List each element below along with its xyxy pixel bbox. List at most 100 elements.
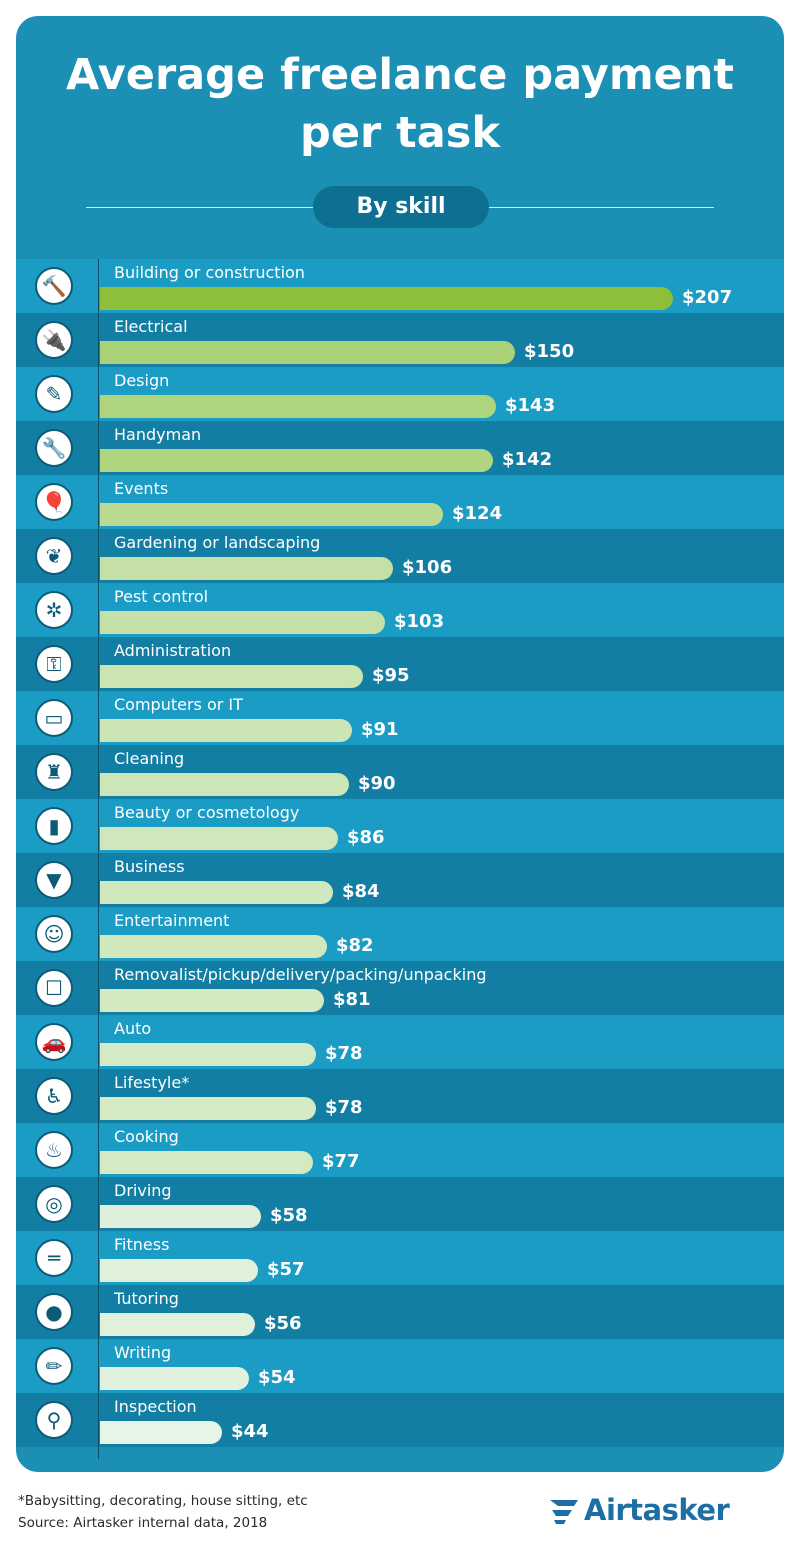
balloons-icon: 🎈 [35,483,73,521]
category-label: Lifestyle* [114,1073,190,1092]
value-label: $58 [270,1205,308,1226]
tie-icon: ▼ [35,861,73,899]
category-label: Fitness [114,1235,170,1254]
value-label: $78 [325,1043,363,1064]
title-line-1: Average freelance payment [66,50,734,100]
bar [100,935,327,958]
bar [100,1043,316,1066]
title-line-2: per task [300,108,500,158]
chart-row: ⚿ Administration $95 [16,637,784,691]
bar [100,395,496,418]
category-label: Electrical [114,317,188,336]
key-icon: ⚿ [35,645,73,683]
airtasker-logo: Airtasker [548,1490,760,1530]
bar [100,557,393,580]
leaf-icon: ❦ [35,537,73,575]
chart-row: ☺ Entertainment $82 [16,907,784,961]
bar [100,827,338,850]
chart-row: ✎ Design $143 [16,367,784,421]
value-label: $54 [258,1367,296,1388]
plug-icon: 🔌 [35,321,73,359]
chart-row: ✲ Pest control $103 [16,583,784,637]
bar [100,1205,261,1228]
box-icon: ☐ [35,969,73,1007]
category-label: Beauty or cosmetology [114,803,300,822]
category-label: Business [114,857,185,876]
bar [100,1151,313,1174]
value-label: $77 [322,1151,360,1172]
lipstick-icon: ▮ [35,807,73,845]
chart-row: ☐ Removalist/pickup/delivery/packing/unpa… [16,961,784,1015]
bar [100,881,333,904]
category-label: Auto [114,1019,152,1038]
cooking-pot-icon: ♨ [35,1131,73,1169]
value-label: $142 [502,449,553,470]
bar [100,611,385,634]
bar [100,341,515,364]
car-icon: 🚗 [35,1023,73,1061]
chart-row: ◎ Driving $58 [16,1177,784,1231]
bar [100,1421,222,1444]
chart-row: ❦ Gardening or landscaping $106 [16,529,784,583]
value-label: $91 [361,719,399,740]
magnifying-glass-icon: ⚲ [35,1401,73,1439]
chart-row: ▮ Beauty or cosmetology $86 [16,799,784,853]
category-label: Events [114,479,169,498]
infographic-card: Average freelance payment per task By sk… [16,16,784,1472]
value-label: $82 [336,935,374,956]
subtitle-group: By skill [86,186,716,228]
dumbbell-icon: ═ [35,1239,73,1277]
subtitle-pill: By skill [313,186,489,228]
category-label: Building or construction [114,263,305,282]
bar [100,503,443,526]
chart-row: ✏ Writing $54 [16,1339,784,1393]
category-label: Writing [114,1343,172,1362]
value-label: $86 [347,827,385,848]
value-label: $81 [333,989,371,1010]
chart-row: 🎈 Events $124 [16,475,784,529]
chart-row: ♜ Cleaning $90 [16,745,784,799]
chart-row: ▭ Computers or IT $91 [16,691,784,745]
value-label: $124 [452,503,503,524]
chart-title: Average freelance payment per task [16,46,784,162]
apple-icon: ● [35,1293,73,1331]
value-label: $95 [372,665,410,686]
source-note: Source: Airtasker internal data, 2018 [18,1515,268,1531]
chart-row: ═ Fitness $57 [16,1231,784,1285]
value-label: $150 [524,341,575,362]
header: Average freelance payment per task By sk… [16,16,784,256]
steering-wheel-icon: ◎ [35,1185,73,1223]
pencil-icon: ✏ [35,1347,73,1385]
bar [100,989,324,1012]
value-label: $56 [264,1313,302,1334]
bar [100,773,349,796]
bar [100,719,352,742]
category-label: Pest control [114,587,209,606]
chart-axis [98,259,99,1459]
bar [100,1313,255,1336]
footnote: *Babysitting, decorating, house sitting,… [18,1490,308,1534]
value-label: $106 [402,557,453,578]
category-label: Removalist/pickup/delivery/packing/unpac… [114,965,487,984]
chart-row: 🔧 Handyman $142 [16,421,784,475]
value-label: $57 [267,1259,305,1280]
value-label: $78 [325,1097,363,1118]
category-label: Driving [114,1181,172,1200]
chart-row: 🚗 Auto $78 [16,1015,784,1069]
bar [100,287,673,310]
bar [100,1367,249,1390]
category-label: Tutoring [114,1289,179,1308]
chart-row: ♨ Cooking $77 [16,1123,784,1177]
value-label: $90 [358,773,396,794]
chart-row: ▼ Business $84 [16,853,784,907]
bar [100,449,493,472]
category-label: Cleaning [114,749,185,768]
value-label: $207 [682,287,733,308]
category-label: Computers or IT [114,695,243,714]
bar [100,1259,258,1282]
bar-chart: 🔨 Building or construction $207 🔌 Electrical… [16,259,784,1447]
category-label: Administration [114,641,232,660]
hammer-icon: 🔨 [35,267,73,305]
value-label: $143 [505,395,556,416]
spray-bottle-icon: ♜ [35,753,73,791]
